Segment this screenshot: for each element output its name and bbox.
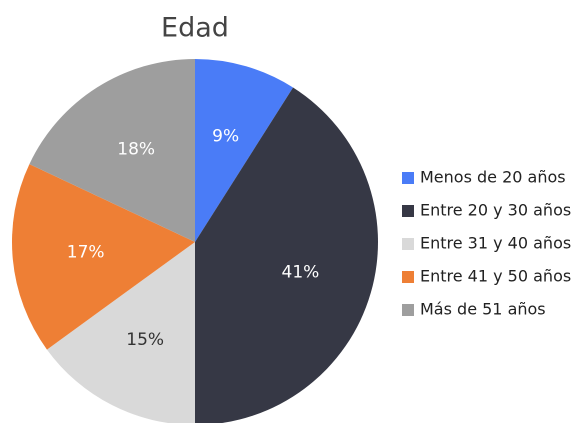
legend-label: Entre 31 y 40 años — [420, 234, 571, 253]
legend-swatch — [402, 238, 414, 250]
legend-label: Entre 20 y 30 años — [420, 201, 571, 220]
pie-slice — [12, 164, 196, 350]
legend-swatch — [402, 304, 414, 316]
pie-slice — [195, 59, 294, 242]
data-label: 17% — [67, 242, 105, 262]
legend-swatch — [402, 205, 414, 217]
data-label: 41% — [282, 263, 320, 283]
data-label: 18% — [117, 139, 155, 159]
legend-label: Menos de 20 años — [420, 168, 566, 187]
legend-label: Entre 41 y 50 años — [420, 267, 571, 286]
legend-swatch — [402, 271, 414, 283]
pie-slice — [46, 242, 195, 425]
legend-label: Más de 51 años — [420, 300, 546, 319]
pie-slice — [29, 59, 195, 242]
chart-title: Edad — [161, 13, 229, 44]
data-label: 9% — [212, 127, 239, 147]
pie-slice — [195, 87, 378, 426]
data-label: 15% — [126, 330, 164, 350]
legend-swatch — [402, 172, 414, 184]
